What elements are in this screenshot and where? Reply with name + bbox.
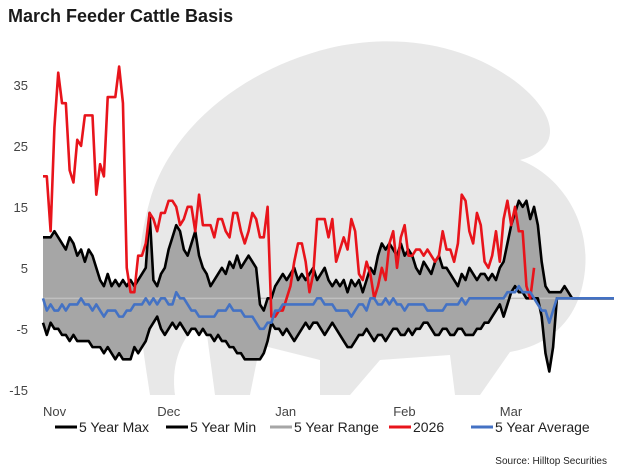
legend-label: 5 Year Range: [294, 419, 379, 435]
x-tick-label: Jan: [275, 404, 296, 419]
series-5-year-range: [43, 200, 614, 372]
x-tick-label: Dec: [157, 404, 181, 419]
range-area-layer: [43, 200, 614, 372]
y-tick-label: -15: [9, 383, 28, 398]
legend: 5 Year Max 5 Year Min 5 Year Range 2026 5 Ye…: [55, 419, 590, 435]
source-note: Source: Hilltop Securities: [495, 456, 607, 467]
legend-label: 5 Year Max: [79, 419, 149, 435]
series-5-year-average: [41, 284, 614, 331]
legend-label: 5 Year Min: [190, 419, 256, 435]
series-2026: [43, 65, 536, 318]
y-axis-tick-labels: 35 25 15 5 -5 -15: [9, 78, 28, 398]
series-lines-layer: [41, 65, 614, 373]
chart-title: March Feeder Cattle Basis: [8, 6, 234, 26]
x-tick-label: Mar: [500, 404, 523, 419]
y-tick-label: 15: [14, 200, 28, 215]
x-tick-label: Feb: [393, 404, 415, 419]
x-axis-tick-labels: Nov Dec Jan Feb Mar: [43, 404, 523, 419]
x-tick-label: Nov: [43, 404, 67, 419]
y-tick-label: 5: [21, 261, 28, 276]
y-tick-label: -5: [16, 322, 28, 337]
series-5-year-min: [41, 284, 614, 373]
legend-label: 5 Year Average: [495, 419, 590, 435]
legend-label: 2026: [413, 419, 444, 435]
y-tick-label: 35: [14, 78, 28, 93]
y-tick-label: 25: [14, 139, 28, 154]
